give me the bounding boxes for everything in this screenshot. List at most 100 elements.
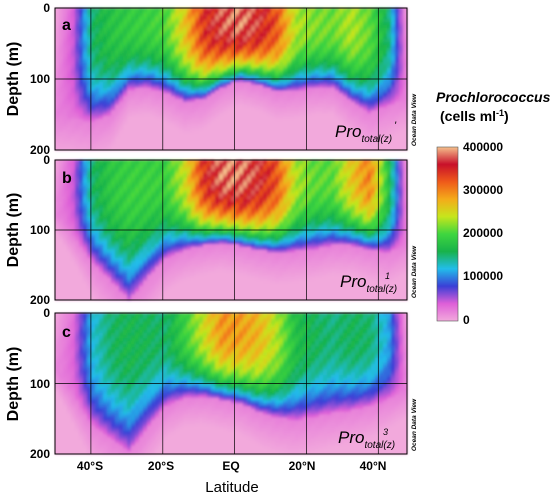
- panel-a-cell: [79, 96, 84, 100]
- panel-a-cell: [103, 110, 108, 114]
- panel-a-cell: [191, 56, 196, 60]
- panel-a-cell: [199, 135, 204, 140]
- panel-a-cell: [131, 135, 136, 140]
- panel-a-cell: [91, 8, 96, 12]
- panel-a-cell: [103, 118, 108, 123]
- panel-a-cell: [267, 16, 272, 20]
- panel-a-cell: [115, 67, 120, 72]
- panel-a-cell: [215, 76, 220, 80]
- panel-a-cell: [307, 8, 312, 12]
- panel-a-cell: [115, 76, 120, 80]
- panel-a-cell: [103, 132, 108, 137]
- panel-a-cell: [195, 16, 200, 20]
- panel-a-cell: [235, 124, 240, 128]
- panel-a-cell: [199, 61, 204, 66]
- panel-a-cell: [135, 107, 140, 111]
- panel-a-cell: [87, 138, 92, 143]
- panel-a-cell: [63, 19, 68, 23]
- panel-a-cell: [75, 132, 80, 137]
- panel-a-cell: [155, 118, 160, 123]
- panel-a-cell: [59, 39, 64, 43]
- panel-a-cell: [291, 44, 296, 49]
- panel-a-cell: [259, 73, 264, 77]
- panel-a-cell: [219, 33, 224, 37]
- panel-a-cell: [295, 141, 300, 145]
- panel-a-cell: [131, 130, 136, 134]
- panel-a-cell: [135, 59, 140, 63]
- panel-a-cell: [155, 33, 160, 37]
- panel-a-cell: [151, 141, 156, 145]
- panel-a-cell: [55, 10, 60, 15]
- panel-a-cell: [231, 22, 236, 26]
- panel-a-cell: [307, 42, 312, 46]
- panel-a-cell: [143, 10, 148, 15]
- panel-a-cell: [223, 124, 228, 128]
- panel-a-cell: [255, 130, 260, 134]
- panel-a-cell: [131, 101, 136, 106]
- panel-a-cell: [279, 147, 284, 151]
- panel-a-cell: [267, 42, 272, 46]
- panel-a-cell: [131, 25, 136, 29]
- panel-a-cell: [107, 44, 112, 49]
- panel-a-cell: [135, 115, 140, 120]
- panel-a-cell: [207, 121, 212, 126]
- panel-a-cell: [199, 64, 204, 69]
- panel-a-cell: [279, 59, 284, 63]
- panel-a-cell: [239, 39, 244, 43]
- panel-a-cell: [63, 127, 68, 131]
- panel-a-cell: [211, 130, 216, 134]
- panel-a-cell: [191, 33, 196, 37]
- panel-a-cell: [191, 124, 196, 128]
- panel-a-cell: [207, 76, 212, 80]
- panel-a-cell: [107, 127, 112, 131]
- panel-a-cell: [263, 13, 268, 18]
- panel-a-cell: [275, 115, 280, 120]
- panel-a-cell: [119, 33, 124, 37]
- panel-a-cell: [63, 107, 68, 111]
- panel-a-cell: [279, 135, 284, 140]
- panel-a-cell: [235, 16, 240, 20]
- panel-a-cell: [223, 16, 228, 20]
- panel-a-cell: [235, 67, 240, 72]
- panel-a-cell: [303, 73, 308, 77]
- panel-a-cell: [131, 113, 136, 117]
- panel-a-cell: [287, 93, 292, 97]
- panel-a-cell: [207, 124, 212, 128]
- panel-a-cell: [107, 110, 112, 114]
- panel-a-cell: [207, 87, 212, 91]
- panel-a-cell: [183, 79, 188, 83]
- panel-a-cell: [307, 19, 312, 23]
- panel-a-cell: [223, 144, 228, 148]
- panel-a-cell: [303, 101, 308, 106]
- panel-a-cell: [195, 124, 200, 128]
- panel-a-cell: [199, 84, 204, 89]
- panel-a-cell: [167, 101, 172, 106]
- panel-a-cell: [167, 59, 172, 63]
- panel-a-cell: [215, 93, 220, 97]
- panel-a-cell: [135, 50, 140, 55]
- panel-a-cell: [303, 127, 308, 131]
- panel-a-cell: [75, 110, 80, 114]
- panel-a-cell: [263, 47, 268, 52]
- panel-a-cell: [99, 107, 104, 111]
- panel-a-cell: [191, 130, 196, 134]
- panel-a-cell: [95, 144, 100, 148]
- panel-a-cell: [123, 61, 128, 66]
- panel-a-cell: [303, 79, 308, 83]
- panel-a-cell: [119, 113, 124, 117]
- panel-a-cell: [119, 101, 124, 106]
- panel-a-cell: [139, 132, 144, 137]
- panel-a-cell: [67, 121, 72, 126]
- panel-a-cell: [79, 56, 84, 60]
- panel-a-cell: [131, 115, 136, 120]
- panel-a-cell: [227, 16, 232, 20]
- panel-a-cell: [247, 64, 252, 69]
- panel-a-cell: [139, 96, 144, 100]
- panel-a-cell: [303, 138, 308, 143]
- panel-a-cell: [303, 47, 308, 52]
- panel-a-cell: [283, 118, 288, 123]
- panel-a-cell: [207, 50, 212, 55]
- panel-a-cell: [303, 10, 308, 15]
- panel-a-cell: [131, 16, 136, 20]
- panel-a-cell: [119, 53, 124, 57]
